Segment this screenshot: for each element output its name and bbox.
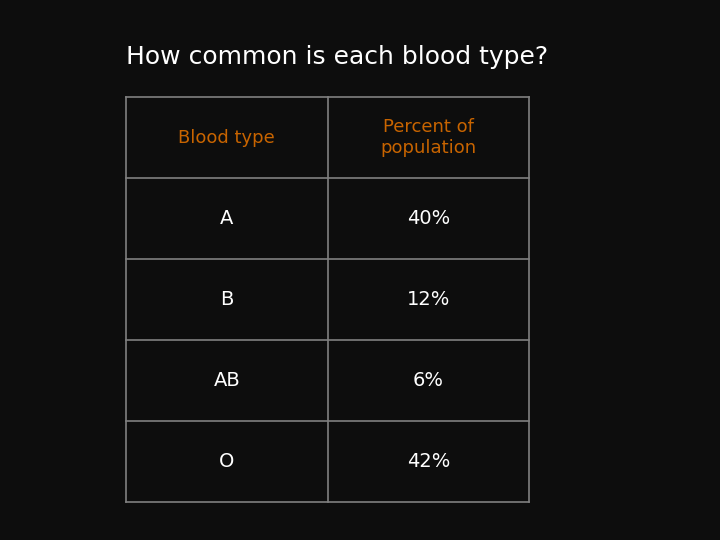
Bar: [126, 97, 328, 178]
Text: 40%: 40%: [407, 209, 450, 228]
Text: 42%: 42%: [407, 452, 450, 471]
Text: O: O: [219, 452, 235, 471]
Bar: [328, 97, 529, 178]
Bar: [126, 259, 328, 340]
Text: AB: AB: [213, 371, 240, 390]
Bar: [126, 178, 328, 259]
Bar: [328, 340, 529, 421]
Text: Blood type: Blood type: [179, 129, 275, 147]
Text: 6%: 6%: [413, 371, 444, 390]
Text: A: A: [220, 209, 233, 228]
Bar: [126, 421, 328, 502]
Text: How common is each blood type?: How common is each blood type?: [126, 45, 548, 69]
Bar: [126, 340, 328, 421]
Bar: [328, 178, 529, 259]
Text: B: B: [220, 290, 233, 309]
Text: 12%: 12%: [407, 290, 450, 309]
Text: Percent of
population: Percent of population: [380, 118, 477, 157]
Bar: [328, 421, 529, 502]
Bar: [328, 259, 529, 340]
